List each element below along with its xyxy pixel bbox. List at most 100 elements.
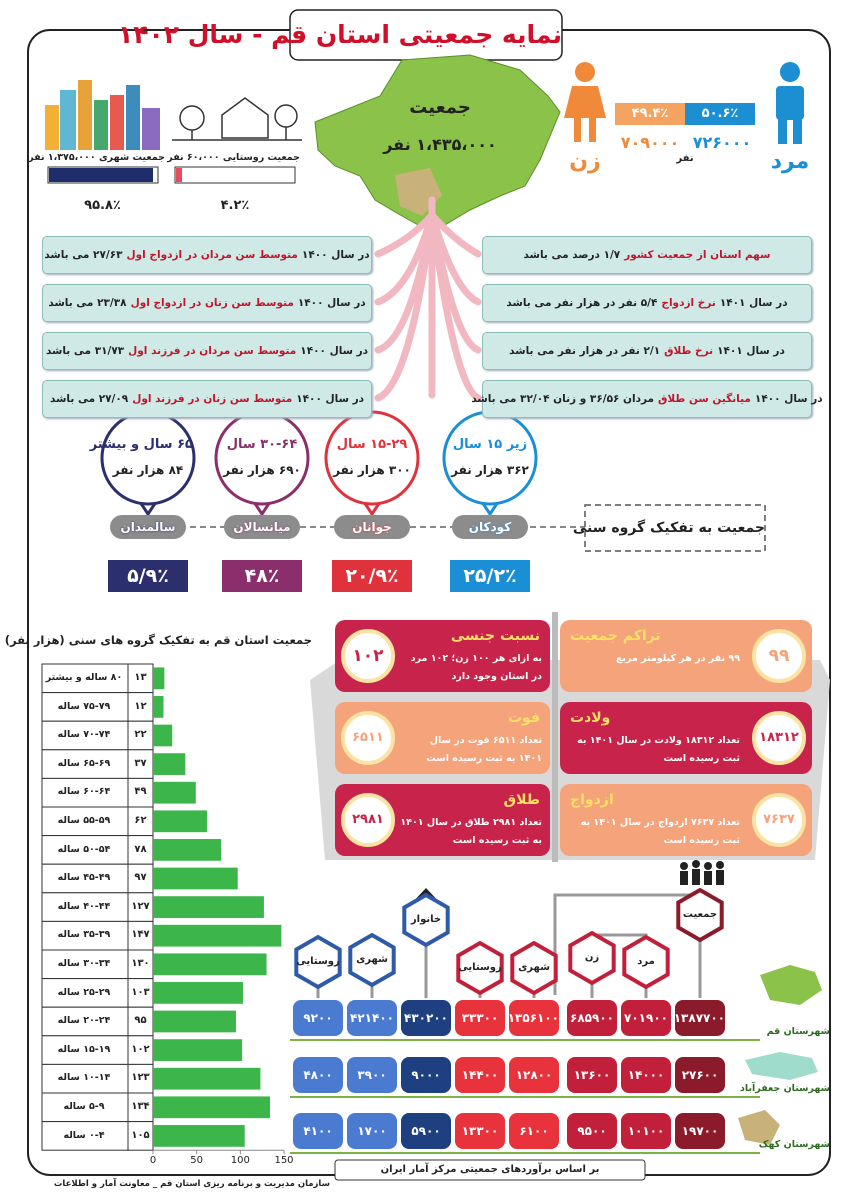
hexagon	[510, 940, 558, 996]
bubble	[442, 410, 538, 506]
data-box	[621, 1000, 671, 1036]
value-label: ۱۳۴	[131, 1101, 150, 1112]
fact-box: در سال ۱۴۰۰ متوسط سن زنان در فرزند اول ۲۷/…	[42, 380, 372, 418]
value-label: ۹۷	[134, 872, 147, 884]
category-label: ۵۰-۵۴ ساله	[57, 843, 111, 855]
group-count: ۳۰۰ هزار نفر	[333, 463, 411, 477]
card-title: فوت	[507, 710, 540, 726]
value-label: ۶۲	[134, 815, 147, 826]
group-range: ۱۵-۲۹ سال	[336, 437, 408, 452]
fact-highlight: سهم استان از جمعیت کشور	[624, 249, 771, 261]
value-cell	[127, 749, 154, 779]
card	[335, 702, 550, 774]
value-cell	[127, 1035, 154, 1065]
bar	[153, 1039, 243, 1061]
data-value: ۴۸۰۰	[303, 1068, 333, 1082]
share-box	[332, 560, 412, 592]
value-circle	[341, 711, 395, 765]
age-title-frame	[584, 504, 766, 552]
card-value: ۲۹۸۱	[352, 812, 384, 827]
group-count: ۸۴ هزار نفر	[112, 463, 184, 477]
building	[110, 95, 124, 150]
value-label: ۱۲۷	[131, 900, 150, 912]
icon	[680, 871, 688, 885]
source: بر اساس برآوردهای جمعیتی مرکز آمار ایران	[380, 1164, 600, 1175]
fact-highlight: میانگین سن طلاق	[658, 393, 751, 405]
data-box	[455, 1057, 505, 1093]
data-value: ۶۱۰۰	[519, 1124, 549, 1138]
bubble	[214, 410, 310, 506]
data-value: ۵۹۰۰	[411, 1124, 441, 1138]
data-value: ۱۴۴۰۰	[461, 1068, 499, 1082]
fact-text: در سال ۱۴۰۱	[717, 345, 785, 357]
bar	[153, 1125, 245, 1147]
value-label: ۱۲	[134, 700, 147, 712]
fact-box: در سال ۱۴۰۰ متوسط سن زنان در ازدواج اول ۲۳…	[42, 284, 372, 322]
rural-bar-frame	[174, 166, 296, 184]
category-label: ۱۰-۱۴ ساله	[57, 1072, 111, 1084]
building	[126, 85, 140, 150]
fact-box: در سال ۱۴۰۱ نرخ طلاق ۲/۱ نفر در هزار نفر م…	[482, 332, 812, 370]
book-spine	[552, 612, 558, 862]
age-title: جمعیت به تفکیک گروه سنی	[572, 520, 765, 536]
county-name: شهرستان جعفرآباد	[740, 1083, 830, 1094]
tree	[179, 105, 205, 131]
urban-label: جمعیت شهری ۱،۳۷۵،۰۰۰ نفر	[28, 152, 165, 163]
column-label: روستایی	[296, 956, 340, 967]
fact-text: در سال ۱۴۰۰	[754, 393, 823, 405]
fact-text: ۲/۱ نفر در هزار نفر می باشد	[509, 345, 661, 357]
icon-head	[575, 62, 595, 82]
rural-share: ۴.۲٪	[220, 198, 250, 213]
share-box	[222, 560, 302, 592]
data-value: ۱۲۸۰۰	[515, 1068, 553, 1082]
data-box	[455, 1000, 505, 1036]
column-label: جمعیت	[682, 909, 718, 920]
data-value: ۱۳۸۷۷۰۰	[673, 1011, 725, 1025]
value-label: ۱۳۰	[131, 958, 150, 969]
group-name: کودکان	[468, 520, 512, 534]
card-text: ۹۹ نفر در هر کیلومتر مربع	[615, 653, 740, 664]
rural-icon	[172, 97, 302, 141]
fact-text: ۳۱/۷۳ می باشد	[45, 345, 125, 357]
card	[560, 702, 812, 774]
hexagon	[456, 940, 504, 996]
data-box	[567, 1000, 617, 1036]
value-circle	[752, 793, 806, 847]
card-title: ولادت	[570, 710, 611, 726]
icon	[704, 871, 712, 885]
category-label: ۶۰-۶۴ ساله	[57, 786, 111, 798]
value-cell	[127, 692, 154, 722]
category-label: ۳۰-۳۴ ساله	[57, 958, 111, 969]
county-map	[745, 1052, 818, 1080]
category-label: ۳۵-۳۹ ساله	[57, 929, 111, 941]
fact-highlight: متوسط سن مردان در فرزند اول	[128, 345, 297, 357]
value-circle	[341, 629, 395, 683]
building	[45, 105, 59, 150]
group-name: میانسالان	[233, 520, 291, 534]
hexagon	[294, 934, 342, 990]
value-circle	[341, 793, 395, 847]
card-title: نسبت جنسی	[450, 628, 540, 644]
card-text: تعداد ۱۸۳۱۲ ولادت در سال ۱۴۰۱ به ثبت رسی…	[577, 735, 740, 764]
share-box	[108, 560, 188, 592]
icon	[692, 860, 700, 868]
fact-box: سهم استان از جمعیت کشور ۱/۷ درصد می باشد	[482, 236, 812, 274]
group-range: ۶۵ سال و بیشتر	[89, 437, 193, 452]
label-cell	[41, 892, 129, 922]
label-cell	[41, 663, 129, 694]
data-box	[675, 1057, 725, 1093]
value-circle	[752, 629, 806, 683]
hexagon	[348, 932, 396, 988]
label-cell	[41, 692, 129, 722]
fact-highlight: نرخ ازدواج	[661, 297, 716, 309]
county-name: شهرستان قم	[766, 1026, 830, 1037]
group-pill	[224, 515, 300, 539]
card-value: ۹۹	[768, 646, 790, 666]
female-share: ۴۹.۴٪	[631, 106, 669, 121]
value-label: ۱۲۳	[131, 1072, 150, 1084]
fact-text: در سال ۱۴۰۰	[300, 345, 369, 357]
label-cell	[41, 949, 129, 980]
bar	[153, 781, 196, 804]
male-share-box	[685, 103, 755, 125]
bar	[153, 810, 208, 833]
